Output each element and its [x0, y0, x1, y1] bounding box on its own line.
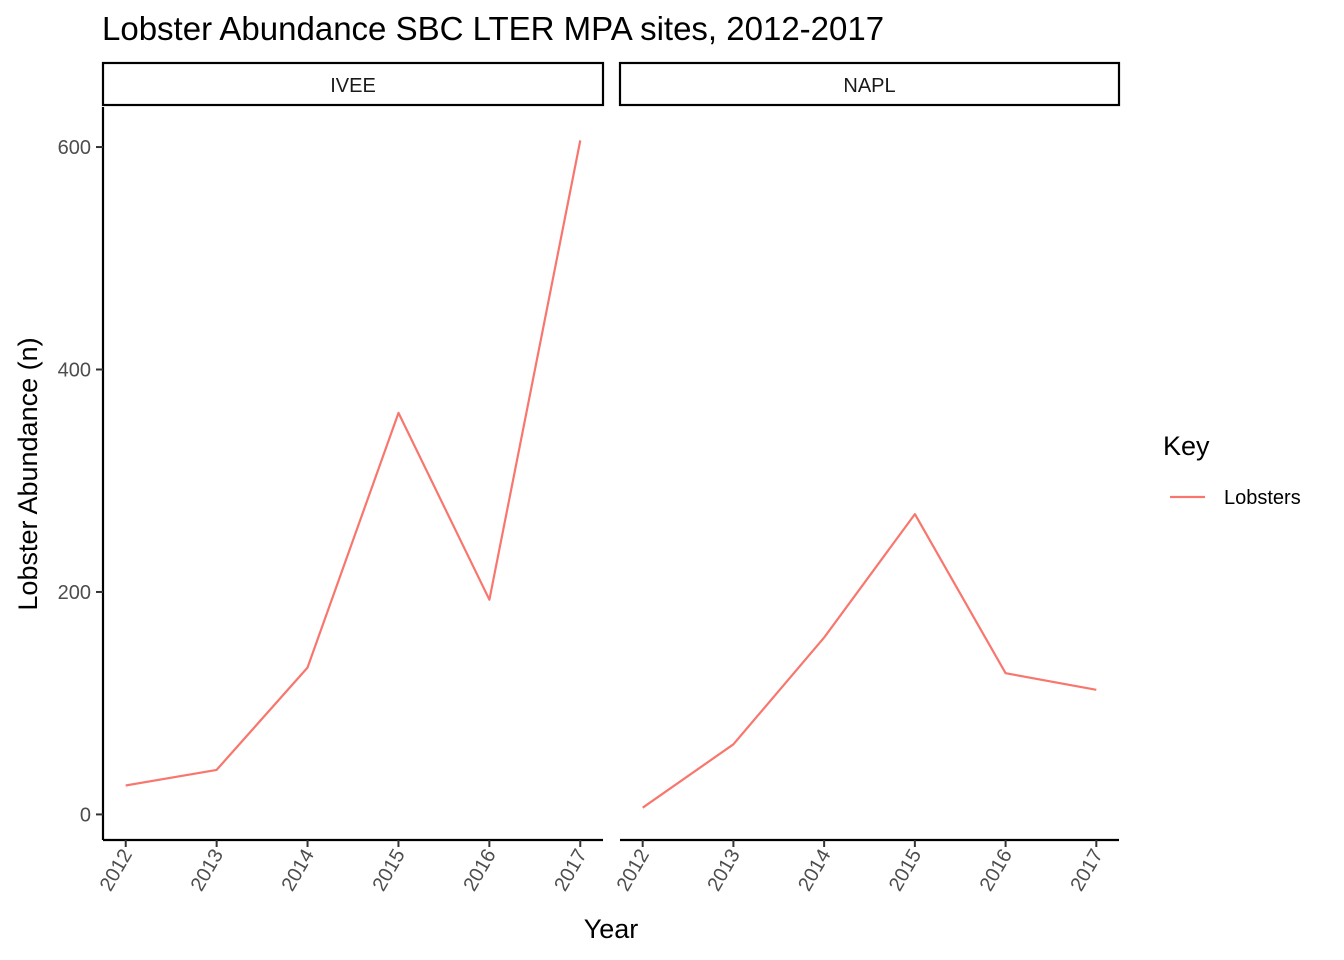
x-tick-label: 2014	[794, 846, 835, 896]
x-tick-label: 2012	[613, 846, 654, 896]
facet-panel-napl: NAPL 2012 2013 2014 2015 2016 2017	[613, 61, 1121, 896]
legend: Key Lobsters	[1163, 431, 1301, 509]
facet-strip	[101, 61, 605, 107]
y-tick-label: 400	[58, 360, 91, 382]
chart-title: Lobster Abundance SBC LTER MPA sites, 20…	[102, 10, 884, 47]
series-line-lobsters	[125, 140, 582, 787]
facet-panel-ivee: IVEE 2012 2013 2014 2015 2016 2017	[96, 61, 605, 896]
series-line-lobsters	[642, 512, 1097, 809]
x-tick-label: 2015	[885, 846, 926, 896]
y-tick-label: 0	[80, 804, 91, 826]
facet-strip-label: NAPL	[843, 75, 895, 97]
x-axis-title: Year	[584, 914, 639, 944]
facet-strip	[618, 61, 1121, 107]
x-tick-label: 2013	[703, 846, 744, 896]
x-tick-label: 2013	[187, 846, 228, 896]
y-tick-label: 200	[58, 582, 91, 604]
x-tick-label: 2016	[976, 846, 1017, 896]
x-tick-label: 2014	[278, 846, 319, 896]
facet-strip-label: IVEE	[330, 75, 376, 97]
legend-title: Key	[1163, 431, 1210, 461]
x-tick-label: 2016	[459, 846, 500, 896]
y-tick-label: 600	[58, 137, 91, 159]
facet-panels: IVEE 2012 2013 2014 2015 2016 2017 NAPL 2012 2013…	[96, 61, 1121, 896]
x-tick-label: 2012	[96, 846, 137, 896]
x-tick-label: 2017	[1066, 846, 1107, 896]
x-tick-label: 2015	[368, 846, 409, 896]
x-tick-label: 2017	[550, 846, 591, 896]
legend-label-lobsters: Lobsters	[1224, 487, 1301, 509]
y-axis-title: Lobster Abundance (n)	[13, 337, 43, 610]
y-axis: 0 200 400 600	[58, 107, 105, 840]
